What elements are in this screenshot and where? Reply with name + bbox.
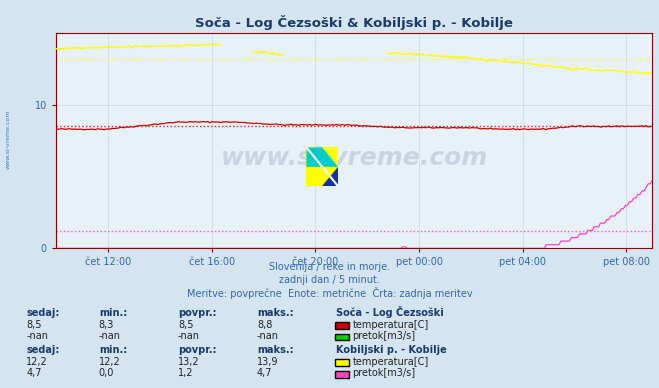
Text: 4,7: 4,7 [257,368,273,378]
Text: 13,2: 13,2 [178,357,200,367]
Text: temperatura[C]: temperatura[C] [353,357,429,367]
Text: -nan: -nan [178,331,200,341]
Text: sedaj:: sedaj: [26,308,60,318]
Text: min.:: min.: [99,308,127,318]
Text: povpr.:: povpr.: [178,345,216,355]
Text: maks.:: maks.: [257,345,294,355]
Polygon shape [306,147,338,167]
Text: 8,8: 8,8 [257,320,272,330]
Text: 1,2: 1,2 [178,368,194,378]
Text: 13,9: 13,9 [257,357,279,367]
Text: 4,7: 4,7 [26,368,42,378]
Text: pretok[m3/s]: pretok[m3/s] [353,331,416,341]
Text: 12,2: 12,2 [99,357,121,367]
Text: zadnji dan / 5 minut.: zadnji dan / 5 minut. [279,275,380,285]
Text: min.:: min.: [99,345,127,355]
Text: 0,0: 0,0 [99,368,114,378]
Text: Kobiljski p. - Kobilje: Kobiljski p. - Kobilje [336,345,447,355]
Text: Slovenija / reke in morje.: Slovenija / reke in morje. [269,262,390,272]
Text: povpr.:: povpr.: [178,308,216,318]
Text: 8,3: 8,3 [99,320,114,330]
Text: sedaj:: sedaj: [26,345,60,355]
Text: -nan: -nan [26,331,48,341]
Text: 8,5: 8,5 [26,320,42,330]
Text: 8,5: 8,5 [178,320,194,330]
Text: maks.:: maks.: [257,308,294,318]
Text: temperatura[C]: temperatura[C] [353,320,429,330]
Text: Soča - Log Čezsoški: Soča - Log Čezsoški [336,306,444,318]
Text: pretok[m3/s]: pretok[m3/s] [353,368,416,378]
Polygon shape [322,167,338,186]
Title: Soča - Log Čezsoški & Kobiljski p. - Kobilje: Soča - Log Čezsoški & Kobiljski p. - Kob… [195,16,513,30]
Text: -nan: -nan [99,331,121,341]
Text: -nan: -nan [257,331,279,341]
Text: www.si-vreme.com: www.si-vreme.com [221,146,488,170]
Text: www.si-vreme.com: www.si-vreme.com [5,110,11,170]
Text: 12,2: 12,2 [26,357,48,367]
Text: Meritve: povprečne  Enote: metrične  Črta: zadnja meritev: Meritve: povprečne Enote: metrične Črta:… [186,287,473,299]
